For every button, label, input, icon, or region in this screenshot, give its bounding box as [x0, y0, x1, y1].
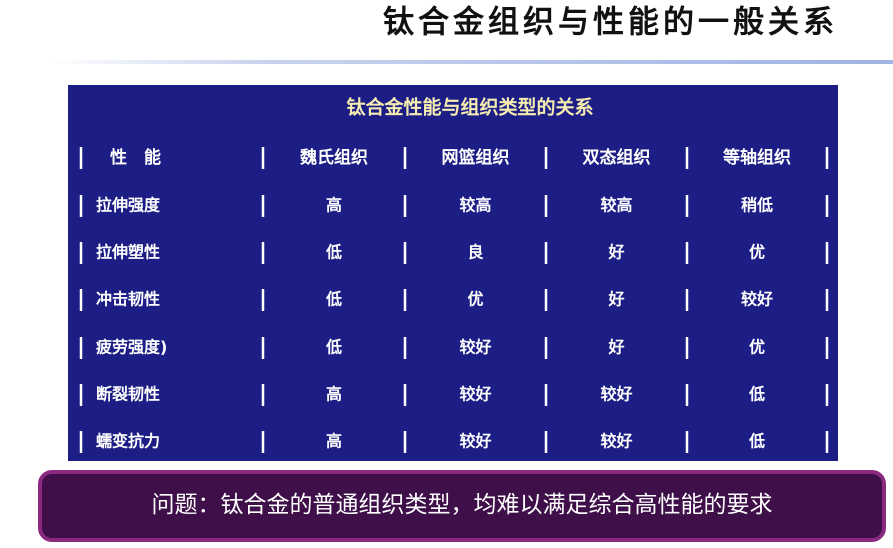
row-label: 拉伸强度 [96, 196, 161, 215]
column-header: 魏氏组织 [299, 147, 368, 168]
table-cell: 好 [607, 290, 624, 309]
table-cell: 较好 [600, 385, 632, 404]
table-cell: 高 [326, 196, 342, 215]
table-cell: 优 [749, 338, 765, 357]
row-label: 拉伸塑性 [96, 243, 160, 262]
table-cell: 高 [326, 385, 342, 404]
row-label: 断裂韧性 [96, 385, 160, 404]
footer-box [38, 470, 886, 542]
table-cell: 好 [607, 243, 624, 262]
column-header: 网篮组织 [442, 147, 510, 168]
table-cell: 低 [325, 290, 342, 309]
column-header: 等轴组织 [723, 147, 791, 168]
table-panel [68, 85, 838, 461]
table-cell: 低 [748, 385, 765, 404]
table-cell: 低 [325, 243, 342, 262]
slide-title: 钛合金组织与性能的一般关系 [383, 5, 838, 41]
footer-text: 问题：钛合金的普通组织类型，均难以满足综合高性能的要求 [152, 492, 773, 518]
table-cell: 低 [325, 338, 342, 357]
table-cell: 优 [467, 290, 483, 309]
table-cell: 较好 [600, 432, 632, 451]
row-label: 蠕变抗力 [96, 432, 160, 451]
column-header: 双态组织 [583, 147, 651, 168]
table-cell: 较好 [741, 290, 773, 309]
table-cell: 较高 [600, 196, 632, 215]
column-header: 性 能 [110, 147, 161, 168]
row-label: 冲击韧性 [96, 290, 160, 309]
table-title: 钛合金性能与组织类型的关系 [346, 96, 593, 119]
title-rule [50, 60, 893, 64]
table-cell: 较好 [459, 432, 491, 451]
row-label: 疲劳强度) [96, 338, 167, 357]
table-cell: 较好 [459, 338, 491, 357]
table-cell: 较高 [459, 196, 491, 215]
table-cell: 优 [749, 243, 765, 262]
table-cell: 较好 [459, 385, 491, 404]
table-cell: 良 [467, 243, 483, 262]
table: 性 能魏氏组织 网篮组织 双态组织 等轴组织拉伸强度高较高 较高 稍低拉伸塑性低良好优冲击… [79, 147, 829, 453]
table-cell: 低 [748, 432, 765, 451]
table-cell: 好 [607, 338, 624, 357]
table-cell: 稍低 [741, 196, 773, 215]
table-cell: 高 [326, 432, 342, 451]
